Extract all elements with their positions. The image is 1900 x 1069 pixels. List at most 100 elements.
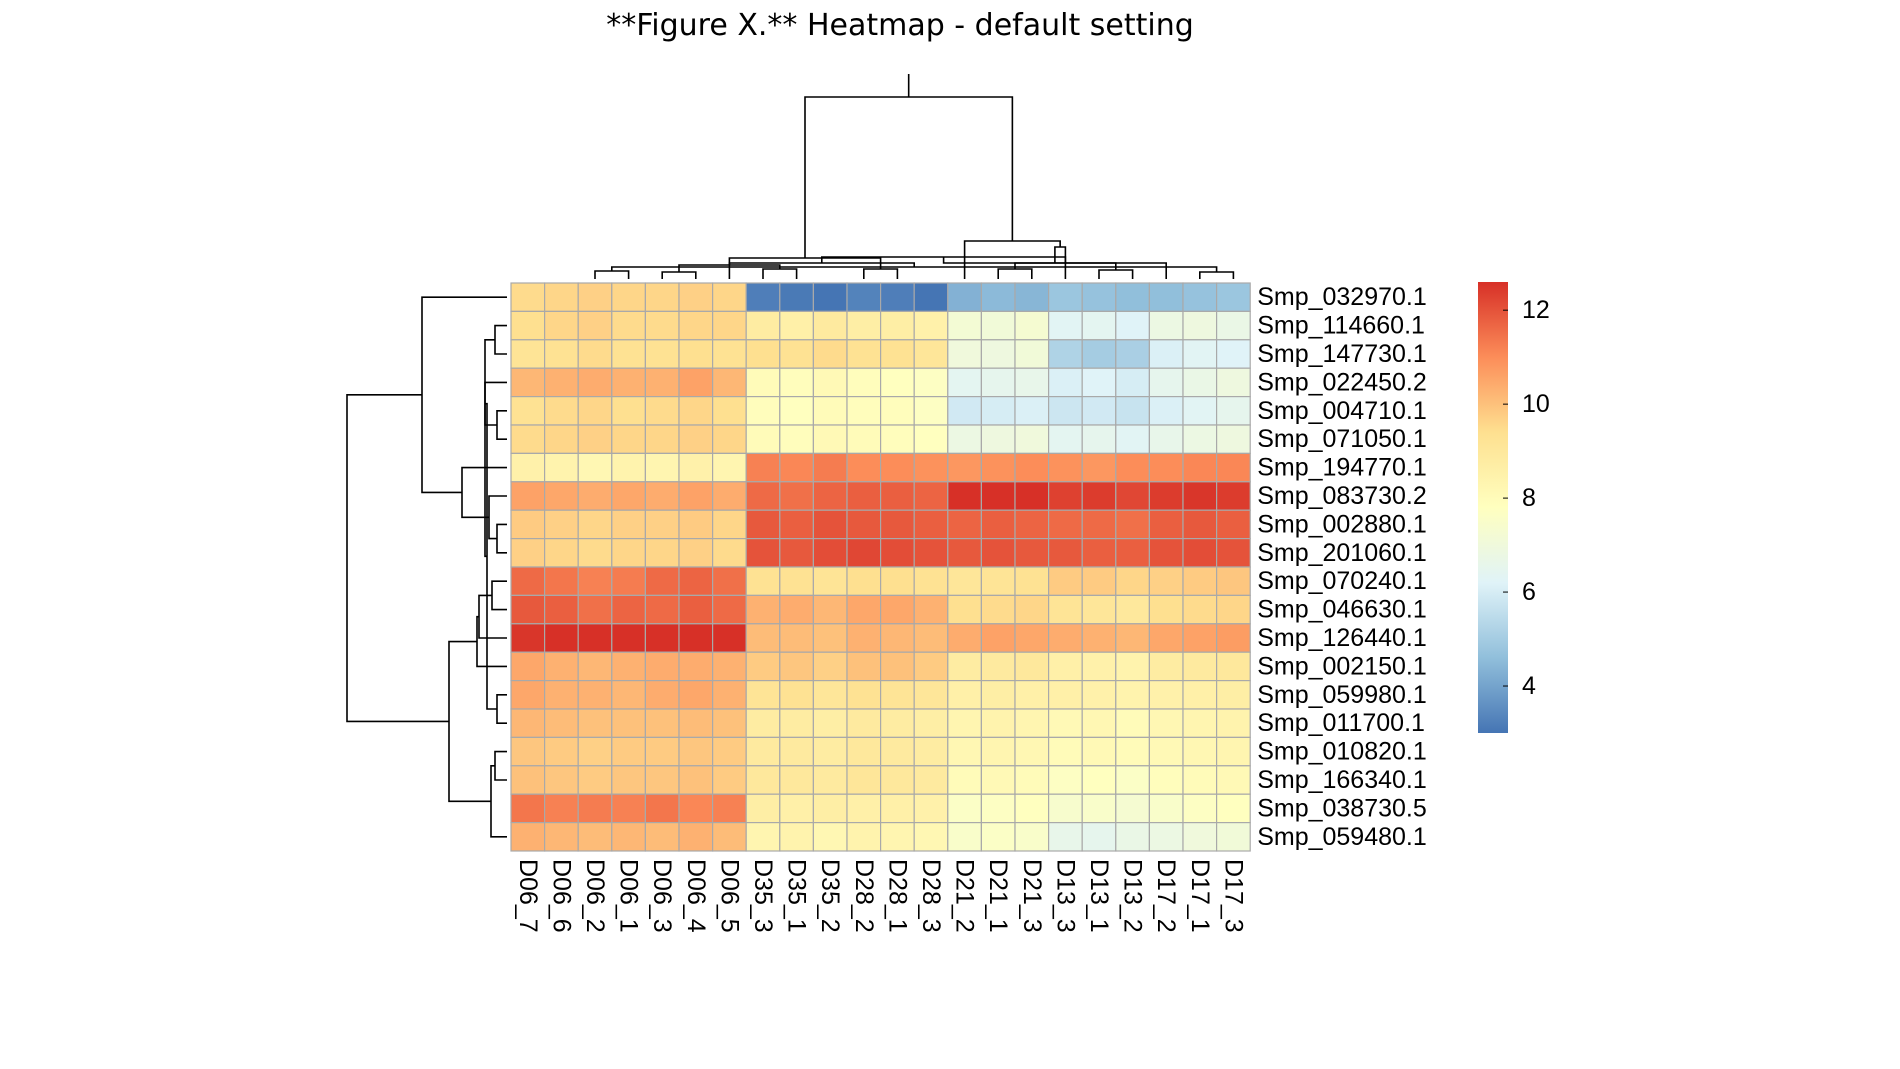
heatmap-cell: [1047, 623, 1083, 653]
row-label: Smp_046630.1: [1257, 596, 1427, 624]
dendrogram-branch: [346, 394, 441, 723]
heatmap-cell: [846, 679, 882, 710]
column-label: D06_6: [547, 859, 575, 933]
heatmap-cell: [1081, 679, 1117, 710]
heatmap-cell: [611, 310, 646, 341]
heatmap-cell: [1047, 679, 1083, 710]
heatmap-cell: [745, 594, 781, 625]
heatmap-cell: [678, 623, 714, 653]
row-label: Smp_083730.2: [1257, 482, 1427, 510]
heatmap-cell: [1115, 424, 1151, 454]
heatmap-cell: [947, 765, 982, 795]
heatmap-cell: [947, 509, 982, 540]
heatmap-cell: [947, 282, 982, 312]
column-label: D06_7: [514, 859, 542, 933]
heatmap-cell: [1014, 594, 1050, 625]
heatmap-cell: [1081, 594, 1117, 625]
heatmap-cell: [745, 396, 781, 426]
heatmap-cell: [644, 310, 680, 341]
heatmap-cell: [644, 765, 680, 795]
heatmap-cell: [1182, 282, 1218, 312]
heatmap-cell: [510, 594, 546, 625]
row-label: Smp_147730.1: [1257, 340, 1427, 368]
heatmap-cell: [611, 424, 646, 454]
heatmap-cell: [846, 367, 882, 398]
heatmap-cell: [879, 452, 915, 483]
heatmap-cell: [812, 821, 848, 852]
heatmap-cell: [879, 765, 915, 795]
heatmap-cell: [510, 282, 546, 312]
heatmap-cell: [711, 594, 747, 625]
heatmap-cell: [779, 537, 814, 568]
heatmap-cell: [980, 537, 1016, 568]
heatmap-cell: [846, 537, 882, 568]
heatmap-cell: [812, 793, 848, 824]
heatmap-cell: [611, 282, 646, 312]
heatmap-cell: [745, 765, 781, 795]
heatmap-cell: [947, 424, 982, 454]
heatmap-cell: [510, 623, 546, 653]
heatmap-cell: [1215, 765, 1251, 795]
heatmap-cell: [812, 566, 848, 596]
heatmap-cell: [1215, 367, 1251, 398]
heatmap-cell: [1081, 481, 1117, 511]
heatmap-cell: [1014, 424, 1050, 454]
heatmap-cell: [1081, 651, 1117, 682]
heatmap-cell: [611, 339, 646, 369]
heatmap-cell: [1081, 509, 1117, 540]
heatmap-cell: [1182, 452, 1218, 483]
heatmap-cell: [812, 367, 848, 398]
column-label: D21_1: [984, 859, 1012, 933]
heatmap-cell: [1081, 452, 1117, 483]
heatmap-cell: [678, 537, 714, 568]
heatmap-cell: [779, 310, 814, 341]
heatmap-cell: [510, 509, 546, 540]
heatmap-cell: [1115, 679, 1151, 710]
heatmap-cell: [1014, 367, 1050, 398]
heatmap-cell: [510, 452, 546, 483]
heatmap-cell: [779, 736, 814, 767]
heatmap-cell: [1047, 509, 1083, 540]
heatmap-cell: [678, 282, 714, 312]
heatmap-cell: [812, 765, 848, 795]
column-label: D28_1: [883, 859, 911, 933]
heatmap-cell: [779, 651, 814, 682]
heatmap-cell: [846, 651, 882, 682]
heatmap-cell: [644, 367, 680, 398]
heatmap-cell: [812, 339, 848, 369]
heatmap-cell: [779, 339, 814, 369]
column-label: D06_1: [615, 859, 643, 933]
heatmap-cell: [611, 623, 646, 653]
heatmap-cell: [611, 537, 646, 568]
heatmap-cell: [711, 566, 747, 596]
heatmap-cell: [947, 708, 982, 738]
heatmap-cell: [543, 396, 579, 426]
heatmap-cell: [812, 509, 848, 540]
heatmap-cell: [745, 651, 781, 682]
heatmap-cell: [947, 623, 982, 653]
heatmap-cell: [678, 310, 714, 341]
heatmap-cell: [1115, 736, 1151, 767]
heatmap-cell: [644, 566, 680, 596]
heatmap-cell: [1115, 623, 1151, 653]
heatmap-cell: [779, 623, 814, 653]
heatmap-cell: [711, 708, 747, 738]
heatmap-cell: [1081, 793, 1117, 824]
row-label: Smp_201060.1: [1257, 539, 1427, 567]
dendrogram-branch: [496, 523, 507, 554]
row-label: Smp_194770.1: [1257, 454, 1427, 482]
heatmap-cell: [980, 793, 1016, 824]
heatmap-cell: [510, 821, 546, 852]
heatmap-cell: [779, 424, 814, 454]
heatmap-cell: [879, 396, 915, 426]
heatmap-cell: [611, 679, 646, 710]
heatmap-cell: [779, 367, 814, 398]
heatmap-cell: [711, 679, 747, 710]
heatmap-cell: [678, 481, 714, 511]
heatmap-cell: [879, 594, 915, 625]
heatmap-cell: [644, 481, 680, 511]
color-legend: 4 6 8 10 12: [1478, 282, 1550, 733]
heatmap-cell: [1148, 736, 1184, 767]
row-label: Smp_071050.1: [1257, 425, 1427, 453]
heatmap-cell: [980, 424, 1016, 454]
